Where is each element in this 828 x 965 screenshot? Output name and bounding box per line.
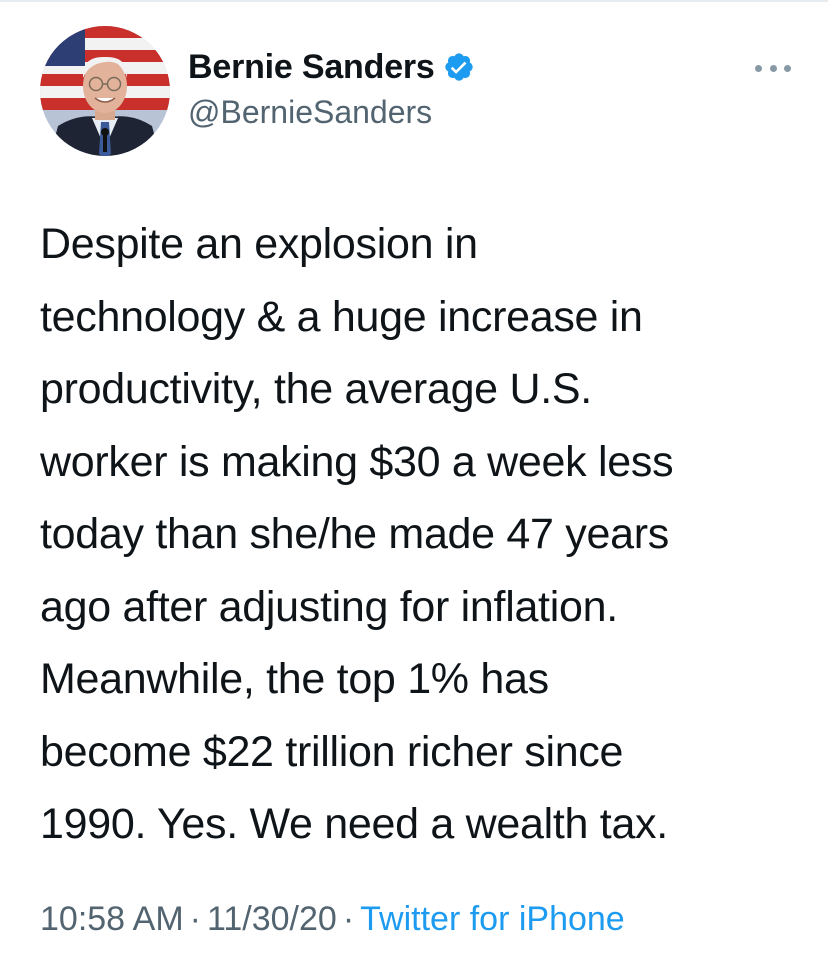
author-name-row: Bernie Sanders <box>188 47 475 87</box>
more-dot <box>769 64 777 72</box>
tweet-text-line: technology & a huge increase in <box>40 292 643 341</box>
tweet-date[interactable]: 11/30/20 <box>206 900 337 938</box>
more-options-icon[interactable] <box>755 58 791 78</box>
meta-separator: · <box>342 900 355 938</box>
verified-badge-icon <box>443 51 475 83</box>
avatar[interactable] <box>40 26 170 156</box>
more-dot <box>784 64 791 72</box>
tweet-text-line: 1990. Yes. We need a wealth tax. <box>40 800 668 848</box>
tweet-text-line: become $22 trillion richer since <box>40 727 624 776</box>
more-dot <box>755 64 762 72</box>
tweet-text: Despite an explosion in technology & a h… <box>40 208 800 861</box>
author-handle[interactable]: @BernieSanders <box>188 94 433 130</box>
tweet-text-line: worker is making $30 a week less <box>40 437 674 486</box>
author-display-name[interactable]: Bernie Sanders <box>188 47 435 86</box>
tweet-text-line: ago after adjusting for inflation. <box>40 582 618 631</box>
tweet-time[interactable]: 10:58 AM <box>40 900 184 938</box>
tweet-text-line: today than she/he made 47 years <box>40 510 669 558</box>
tweet-source-link[interactable]: Twitter for iPhone <box>360 900 625 938</box>
tweet-text-line: Despite an explosion in <box>40 220 478 268</box>
tweet-text-line: productivity, the average U.S. <box>40 365 592 413</box>
top-divider <box>0 0 828 2</box>
tweet-text-line: Meanwhile, the top 1% has <box>40 655 549 703</box>
tweet-metadata: 10:58 AM · 11/30/20 · Twitter for iPhone <box>40 900 625 939</box>
meta-separator: · <box>189 900 201 938</box>
